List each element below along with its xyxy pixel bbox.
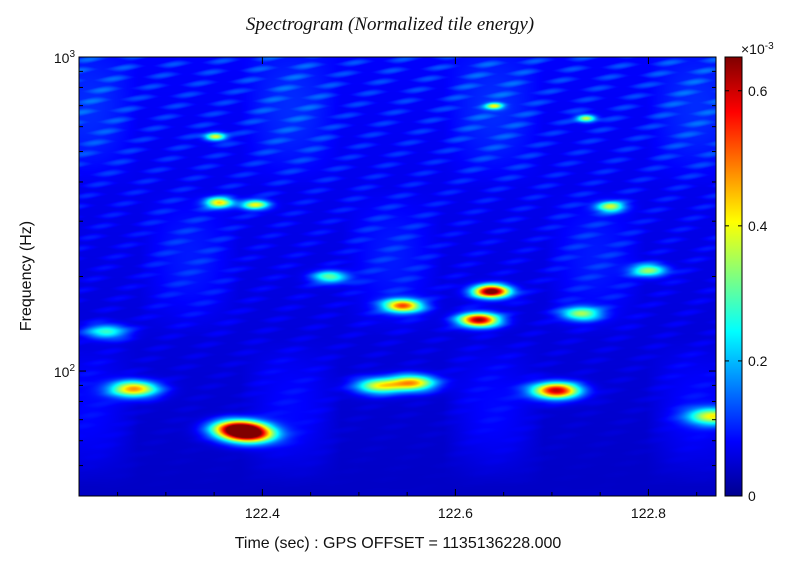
x-axis-label: Time (sec) : GPS OFFSET = 1135136228.000 [235,535,562,552]
colorbar-tick-label: 0.2 [748,353,768,369]
chart-title: Spectrogram (Normalized tile energy) [246,14,534,35]
x-axis-ticks: 122.4 122.6 122.8 [117,57,698,521]
y-axis-ticks: 102 103 [54,49,716,497]
colorbar-multiplier-base: ×10 [741,41,765,57]
colorbar-gradient [724,56,743,497]
colorbar-tick-label: 0.4 [748,218,768,234]
y-tick-label: 103 [54,49,76,66]
y-tick-label: 102 [54,363,76,380]
heatmap-image [79,57,716,496]
colorbar-ticks: 0 0.2 0.4 0.6 [725,83,768,504]
y-axis-label: Frequency (Hz) [18,221,35,331]
colorbar: ×10-3 0 0.2 0.4 0.6 [724,41,774,504]
colorbar-multiplier: ×10-3 [741,41,774,57]
colorbar-multiplier-exponent: -3 [765,41,774,52]
x-tick-label: 122.6 [438,505,473,521]
colorbar-tick-label: 0.6 [748,83,768,99]
plot-area: 122.4 122.6 122.8 102 103 [54,49,717,521]
colorbar-tick-label: 0 [748,488,756,504]
x-tick-label: 122.8 [631,505,666,521]
x-tick-label: 122.4 [245,505,280,521]
